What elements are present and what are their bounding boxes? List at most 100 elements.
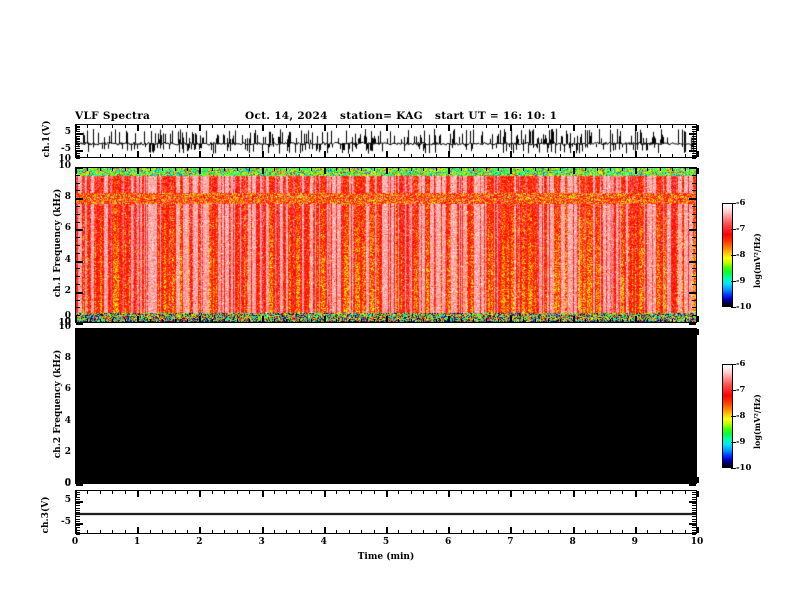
axis-tick [692, 519, 696, 520]
axis-tick [398, 168, 399, 171]
axis-tick [411, 530, 412, 533]
axis-tick [76, 146, 80, 147]
axis-tick [685, 168, 686, 171]
axis-tick [560, 154, 561, 157]
axis-tick [274, 491, 275, 494]
axis-tick [486, 329, 487, 332]
axis-tick [224, 530, 225, 533]
axis-tick [349, 125, 350, 128]
axis-tick [336, 480, 337, 483]
axis-tick [374, 480, 375, 483]
axis-tick [187, 480, 188, 483]
axis-tick [75, 125, 77, 131]
colorbar-tick [731, 442, 736, 443]
colorbar-ch1-tick-label: -9 [736, 276, 746, 286]
axis-tick [286, 329, 287, 332]
axis-tick [76, 183, 80, 184]
axis-tick [162, 530, 163, 533]
axis-tick [692, 398, 696, 399]
axis-tick [349, 329, 350, 332]
axis-tick [76, 158, 80, 159]
axis-tick [486, 125, 487, 128]
axis-tick [635, 491, 637, 497]
axis-tick [473, 329, 474, 332]
axis-tick [548, 154, 549, 157]
figure-start-ut: start UT = 16: 10: 1 [435, 110, 558, 122]
axis-tick [660, 125, 661, 128]
axis-tick [386, 329, 388, 335]
axis-tick [324, 477, 326, 483]
axis-tick [436, 319, 437, 322]
axis-tick [610, 530, 611, 533]
axis-tick [76, 328, 83, 330]
axis-tick [199, 168, 201, 174]
axis-tick [573, 125, 575, 131]
axis-tick [76, 276, 80, 277]
axis-tick [660, 154, 661, 157]
axis-tick [75, 316, 77, 322]
axis-tick [76, 445, 80, 446]
axis-tick [461, 125, 462, 128]
ch1-waveform-y-tick-label: -5 [61, 144, 71, 154]
colorbar-tick [731, 307, 736, 308]
axis-tick [510, 491, 512, 497]
axis-tick [286, 125, 287, 128]
colorbar-tick [731, 364, 736, 365]
axis-tick [411, 329, 412, 332]
axis-tick [112, 168, 113, 171]
axis-tick [622, 319, 623, 322]
axis-tick [76, 150, 83, 152]
axis-tick [150, 168, 151, 171]
axis-tick [311, 154, 312, 157]
colorbar-ch2-title: log(mV²/Hz) [752, 394, 762, 449]
axis-tick [112, 125, 113, 128]
axis-tick [622, 530, 623, 533]
axis-tick [274, 480, 275, 483]
axis-tick [274, 530, 275, 533]
axis-tick [361, 480, 362, 483]
axis-tick [150, 125, 151, 128]
axis-tick [647, 530, 648, 533]
axis-tick [622, 329, 623, 332]
axis-tick [76, 523, 83, 525]
axis-tick [125, 168, 126, 171]
axis-tick [212, 329, 213, 332]
axis-tick [697, 151, 699, 157]
axis-tick [76, 253, 80, 254]
axis-tick [535, 491, 536, 494]
axis-tick [535, 154, 536, 157]
axis-tick [697, 125, 699, 131]
axis-tick [692, 158, 696, 159]
axis-tick [647, 319, 648, 322]
colorbar-ch1-tick-label: -8 [736, 250, 746, 260]
axis-tick [100, 530, 101, 533]
axis-tick [175, 168, 176, 171]
colorbar-ch1-tick-label: -10 [736, 302, 752, 312]
axis-tick [386, 316, 388, 322]
axis-tick [411, 491, 412, 494]
axis-tick [498, 154, 499, 157]
axis-tick [100, 168, 101, 171]
axis-tick [361, 154, 362, 157]
axis-tick [697, 329, 699, 335]
colorbar-ch1-tick-label: -6 [736, 198, 746, 208]
axis-tick [398, 125, 399, 128]
ch2-spectrogram-image [76, 329, 696, 483]
axis-tick [498, 125, 499, 128]
axis-tick [635, 168, 637, 174]
axis-tick [610, 319, 611, 322]
axis-tick [692, 153, 696, 154]
axis-tick [150, 530, 151, 533]
axis-tick [692, 276, 696, 277]
axis-tick [689, 150, 696, 152]
axis-tick [647, 154, 648, 157]
axis-tick [349, 530, 350, 533]
axis-tick [689, 390, 696, 392]
figure-station: station= KAG [340, 110, 423, 122]
axis-tick [76, 222, 80, 223]
axis-tick [692, 514, 696, 515]
axis-tick [162, 319, 163, 322]
axis-tick [685, 319, 686, 322]
axis-tick [237, 530, 238, 533]
axis-tick [286, 480, 287, 483]
